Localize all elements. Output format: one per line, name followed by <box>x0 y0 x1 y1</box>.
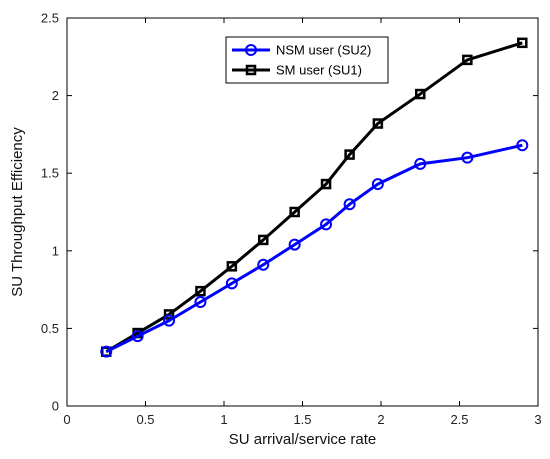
x-tick-label: 1.5 <box>293 412 311 427</box>
data-point-su2 <box>194 296 207 309</box>
data-point-su2 <box>225 277 238 290</box>
y-tick-label: 1.5 <box>41 166 59 181</box>
data-point-su1 <box>163 309 175 320</box>
series-nsm-user-su2 <box>100 139 529 358</box>
series-layer <box>100 37 529 358</box>
data-point-su2 <box>371 178 384 191</box>
data-point-su1 <box>415 88 426 100</box>
data-point-su1 <box>344 149 355 160</box>
data-point-su1 <box>372 118 384 129</box>
data-point-su1 <box>289 206 300 218</box>
y-tick-label: 2.5 <box>41 11 59 26</box>
y-tick-label: 2 <box>52 88 59 103</box>
x-tick-label: 0 <box>63 412 70 427</box>
y-axis-title: SU Throughput Efficiency <box>9 127 26 297</box>
x-tick-label: 0.5 <box>136 412 154 427</box>
data-point-su2 <box>100 345 113 358</box>
data-point-su1 <box>462 54 473 66</box>
data-point-su2 <box>414 157 427 170</box>
data-point-su2 <box>320 218 333 231</box>
x-tick-label: 2 <box>377 412 384 427</box>
data-point-su1 <box>517 37 528 49</box>
data-point-su2 <box>343 198 356 211</box>
y-tick-label: 1 <box>52 243 59 258</box>
legend-label: SM user (SU1) <box>276 63 362 78</box>
series-line <box>105 41 523 353</box>
data-point-su2 <box>288 238 301 251</box>
data-point-legend <box>245 64 257 76</box>
data-point-su2 <box>163 314 176 327</box>
x-axis-title: SU arrival/service rate <box>229 431 377 448</box>
x-tick-label: 3 <box>534 412 541 427</box>
legend-item: NSM user (SU2) <box>232 43 371 58</box>
series-line <box>105 143 523 354</box>
y-tick-label: 0.5 <box>41 321 59 336</box>
data-point-su1 <box>320 178 332 190</box>
legend-items: NSM user (SU2) SM user (SU1) <box>232 43 371 78</box>
data-point-su2 <box>461 151 474 164</box>
plot-frame <box>66 17 539 407</box>
data-point-su1 <box>226 261 238 272</box>
data-point-su2 <box>131 330 144 343</box>
data-point-su1 <box>258 234 269 246</box>
data-point-su1 <box>195 285 206 297</box>
x-tick-label: 1 <box>220 412 227 427</box>
data-point-legend <box>245 44 257 56</box>
y-tick-label: 0 <box>52 399 59 414</box>
data-point-su2 <box>516 139 529 152</box>
legend-label: NSM user (SU2) <box>276 43 371 58</box>
legend: NSM user (SU2) SM user (SU1) <box>225 36 389 84</box>
legend-item: SM user (SU1) <box>232 63 362 78</box>
x-tick-label: 2.5 <box>450 412 468 427</box>
data-point-su2 <box>257 258 270 271</box>
